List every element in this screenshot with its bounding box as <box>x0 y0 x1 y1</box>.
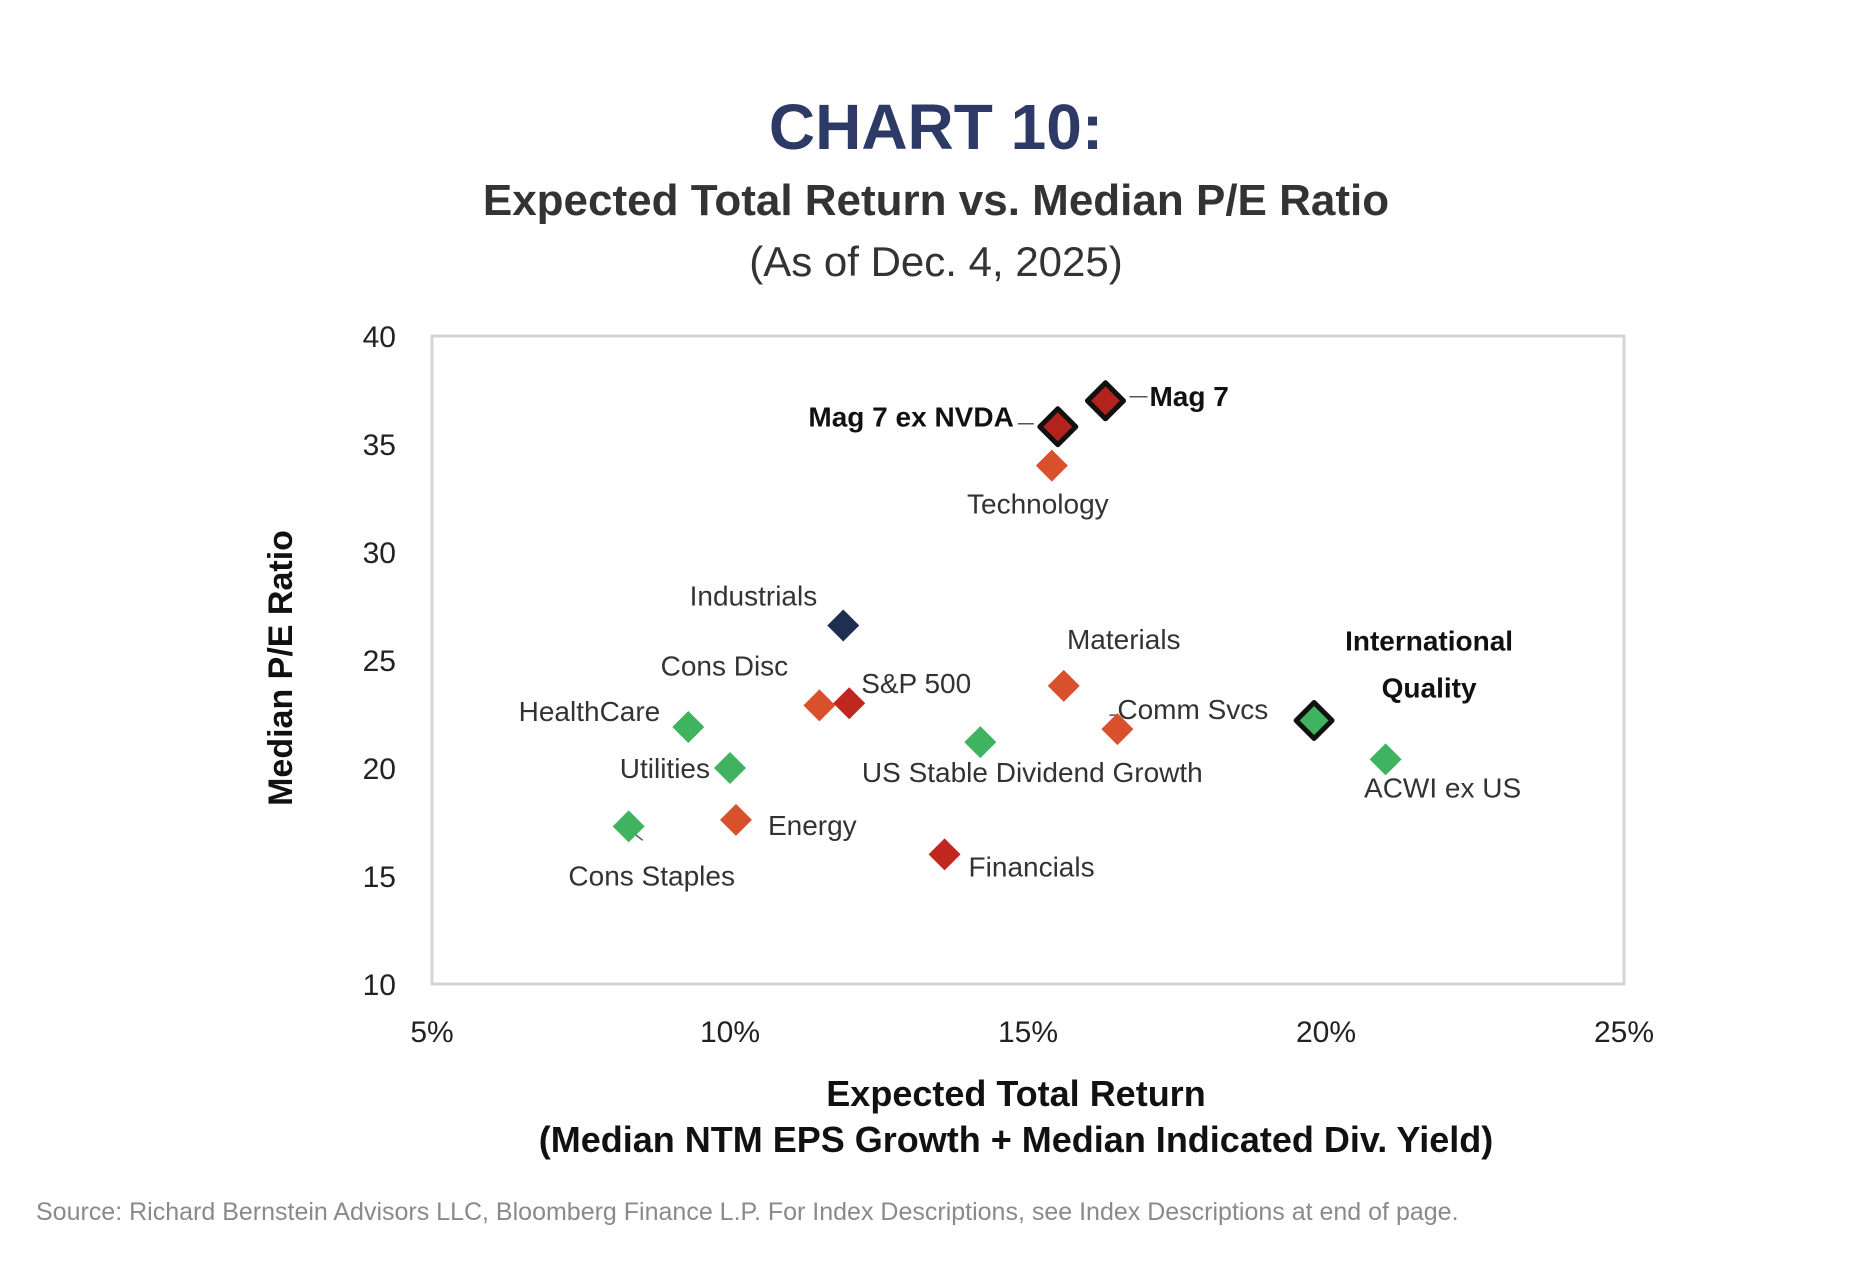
point-label: Industrials <box>690 580 818 611</box>
y-tick-label: 20 <box>363 753 396 786</box>
point-label: Mag 7 <box>1149 381 1228 412</box>
point-label: Cons Disc <box>661 650 789 681</box>
point-label: Financials <box>969 851 1095 882</box>
x-axis-ticks: 5% 10% 15% 20% 25% <box>410 1016 1654 1049</box>
point-label: US Stable Dividend Growth <box>862 757 1203 788</box>
x-axis-label: Expected Total Return <box>826 1073 1205 1114</box>
data-point-marker <box>1084 380 1126 422</box>
data-point-marker <box>612 810 645 843</box>
data-point-marker <box>714 752 746 784</box>
point-label: Energy <box>768 810 857 841</box>
data-point-marker <box>833 687 866 720</box>
data-point-marker <box>928 838 961 871</box>
point-label: Cons Staples <box>568 860 735 891</box>
data-point-marker <box>964 726 997 759</box>
point-label: S&P 500 <box>861 668 971 699</box>
y-tick-label: 35 <box>363 429 396 462</box>
chart-subtitle: Expected Total Return vs. Median P/E Rat… <box>482 176 1390 225</box>
data-point-marker <box>719 803 752 836</box>
x-tick-label: 5% <box>410 1016 453 1049</box>
chart-date-note: (As of Dec. 4, 2025) <box>749 238 1123 285</box>
x-tick-label: 15% <box>998 1016 1058 1049</box>
point-label: Comm Svcs <box>1117 694 1268 725</box>
y-tick-label: 30 <box>363 537 396 570</box>
point-label: ACWI ex US <box>1364 772 1521 803</box>
x-axis-sublabel: (Median NTM EPS Growth + Median Indicate… <box>539 1119 1493 1160</box>
data-point-marker <box>1037 406 1079 448</box>
y-tick-label: 15 <box>363 861 396 894</box>
chart-title: CHART 10: <box>768 91 1104 163</box>
y-axis-label: Median P/E Ratio <box>262 530 300 806</box>
y-tick-label: 40 <box>363 321 396 354</box>
data-points <box>612 380 1402 871</box>
source-note: Source: Richard Bernstein Advisors LLC, … <box>36 1198 1459 1226</box>
point-label: International <box>1345 625 1513 656</box>
data-point-marker <box>672 710 705 743</box>
data-point-marker <box>1369 743 1402 776</box>
point-label: Materials <box>1067 624 1181 655</box>
point-label: Mag 7 ex NVDA <box>808 402 1013 433</box>
y-axis-ticks: 10 15 20 25 30 35 40 <box>363 321 396 1002</box>
point-label: Utilities <box>620 753 710 784</box>
point-label: Quality <box>1382 672 1477 703</box>
x-tick-label: 20% <box>1296 1016 1356 1049</box>
point-labels: Mag 7 Mag 7 ex NVDA Technology Industrials M… <box>519 381 1522 892</box>
data-point-marker <box>827 609 860 642</box>
x-tick-label: 25% <box>1594 1016 1654 1049</box>
y-tick-label: 25 <box>363 645 396 678</box>
y-tick-label: 10 <box>363 969 396 1002</box>
point-label: HealthCare <box>519 696 661 727</box>
data-point-marker <box>1035 449 1068 482</box>
data-point-marker <box>1047 669 1080 702</box>
plot-frame <box>430 334 1626 986</box>
x-tick-label: 10% <box>700 1016 760 1049</box>
data-point-marker <box>803 689 836 722</box>
point-label: Technology <box>967 489 1109 520</box>
data-point-marker <box>1293 699 1335 741</box>
data-point-marker <box>1101 713 1134 746</box>
